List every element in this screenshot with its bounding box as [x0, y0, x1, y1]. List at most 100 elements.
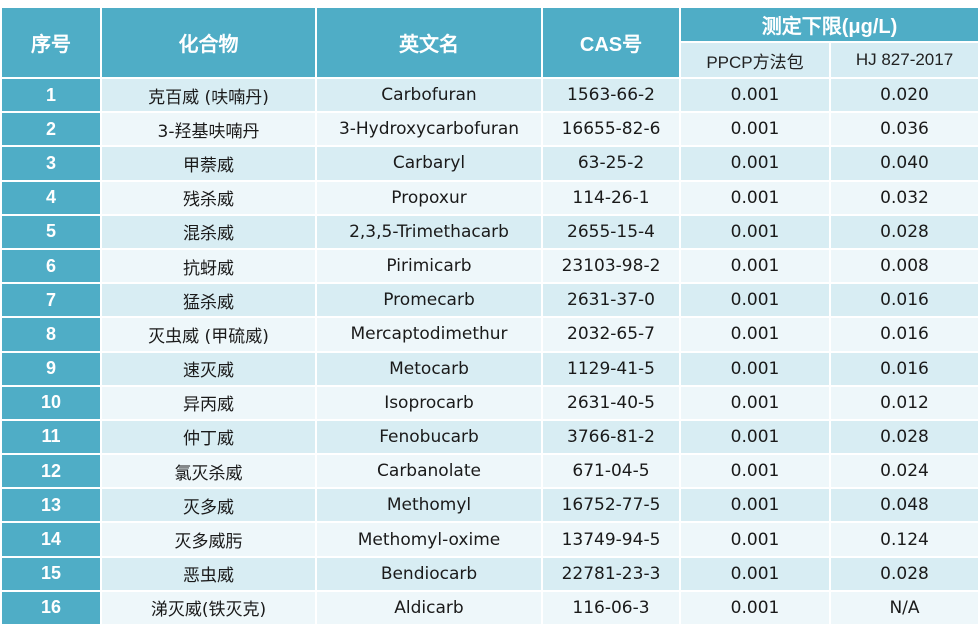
- row-number: 15: [2, 557, 100, 590]
- row-number: 12: [2, 455, 100, 488]
- row-number: 5: [2, 215, 100, 248]
- header-limit-group: 测定下限(μg/L): [681, 8, 978, 41]
- table-row: 8 灭虫威 (甲硫威) Mercaptodimethur 2032-65-7 0.001…: [2, 318, 978, 351]
- compound-cn: 仲丁威: [102, 420, 315, 454]
- table-row: 1 克百威 (呋喃丹) Carbofuran 1563-66-2 0.001 0.020: [2, 79, 978, 112]
- table-row: 11 仲丁威 Fenobucarb 3766-81-2 0.001 0.028: [2, 420, 978, 454]
- compound-cn: 氯灭杀威: [102, 455, 315, 488]
- row-number: 11: [2, 420, 100, 454]
- compound-en: Isoprocarb: [317, 386, 541, 419]
- row-number: 13: [2, 489, 100, 522]
- compound-cn: 抗蚜威: [102, 249, 315, 283]
- table-header: 序号 化合物 英文名 CAS号 测定下限(μg/L) PPCP方法包 HJ 82…: [2, 8, 978, 77]
- ppcp-limit: 0.001: [681, 455, 829, 488]
- compound-en: Aldicarb: [317, 591, 541, 624]
- cas-number: 2631-37-0: [543, 284, 679, 317]
- table-row: 16 涕灭威(铁灭克) Aldicarb 116-06-3 0.001 N/A: [2, 591, 978, 624]
- compound-cn: 甲萘威: [102, 147, 315, 180]
- row-number: 1: [2, 79, 100, 112]
- hj-limit: 0.040: [831, 147, 978, 180]
- cas-number: 1563-66-2: [543, 79, 679, 112]
- row-number: 7: [2, 284, 100, 317]
- hj-limit: 0.028: [831, 420, 978, 454]
- compound-cn: 残杀威: [102, 181, 315, 214]
- compound-en: Carbofuran: [317, 79, 541, 112]
- compound-cn: 灭多威肟: [102, 523, 315, 556]
- row-number: 10: [2, 386, 100, 419]
- cas-number: 2631-40-5: [543, 386, 679, 419]
- table-row: 9 速灭威 Metocarb 1129-41-5 0.001 0.016: [2, 352, 978, 385]
- compound-en: 2,3,5-Trimethacarb: [317, 215, 541, 248]
- cas-number: 2032-65-7: [543, 318, 679, 351]
- ppcp-limit: 0.001: [681, 79, 829, 112]
- ppcp-limit: 0.001: [681, 215, 829, 248]
- cas-number: 13749-94-5: [543, 523, 679, 556]
- row-number: 16: [2, 591, 100, 624]
- compound-en: Promecarb: [317, 284, 541, 317]
- compound-en: Propoxur: [317, 181, 541, 214]
- compound-en: Mercaptodimethur: [317, 318, 541, 351]
- hj-limit: 0.028: [831, 557, 978, 590]
- row-number: 6: [2, 249, 100, 283]
- hj-limit: 0.016: [831, 352, 978, 385]
- compound-cn: 3-羟基呋喃丹: [102, 113, 315, 146]
- table-row: 7 猛杀威 Promecarb 2631-37-0 0.001 0.016: [2, 284, 978, 317]
- cas-number: 114-26-1: [543, 181, 679, 214]
- cas-number: 116-06-3: [543, 591, 679, 624]
- table-row: 3 甲萘威 Carbaryl 63-25-2 0.001 0.040: [2, 147, 978, 180]
- ppcp-limit: 0.001: [681, 249, 829, 283]
- header-hj: HJ 827-2017: [831, 43, 978, 77]
- compound-cn: 灭虫威 (甲硫威): [102, 318, 315, 351]
- ppcp-limit: 0.001: [681, 523, 829, 556]
- cas-number: 63-25-2: [543, 147, 679, 180]
- hj-limit: 0.028: [831, 215, 978, 248]
- hj-limit: 0.124: [831, 523, 978, 556]
- compound-cn: 异丙威: [102, 386, 315, 419]
- cas-number: 2655-15-4: [543, 215, 679, 248]
- table-row: 10 异丙威 Isoprocarb 2631-40-5 0.001 0.012: [2, 386, 978, 419]
- compound-en: Fenobucarb: [317, 420, 541, 454]
- ppcp-limit: 0.001: [681, 420, 829, 454]
- header-compound: 化合物: [102, 8, 315, 77]
- table-row: 2 3-羟基呋喃丹 3-Hydroxycarbofuran 16655-82-6 0.0…: [2, 113, 978, 146]
- row-number: 3: [2, 147, 100, 180]
- row-number: 2: [2, 113, 100, 146]
- ppcp-limit: 0.001: [681, 386, 829, 419]
- header-cas: CAS号: [543, 8, 679, 77]
- compound-en: Metocarb: [317, 352, 541, 385]
- compound-cn: 猛杀威: [102, 284, 315, 317]
- ppcp-limit: 0.001: [681, 181, 829, 214]
- compound-cn: 灭多威: [102, 489, 315, 522]
- table-row: 4 残杀威 Propoxur 114-26-1 0.001 0.032: [2, 181, 978, 214]
- cas-number: 3766-81-2: [543, 420, 679, 454]
- header-seq: 序号: [2, 8, 100, 77]
- cas-number: 23103-98-2: [543, 249, 679, 283]
- ppcp-limit: 0.001: [681, 147, 829, 180]
- hj-limit: 0.036: [831, 113, 978, 146]
- cas-number: 1129-41-5: [543, 352, 679, 385]
- compound-en: Methomyl: [317, 489, 541, 522]
- ppcp-limit: 0.001: [681, 113, 829, 146]
- compound-en: Pirimicarb: [317, 249, 541, 283]
- cas-number: 22781-23-3: [543, 557, 679, 590]
- compound-cn: 混杀威: [102, 215, 315, 248]
- compound-cn: 恶虫威: [102, 557, 315, 590]
- hj-limit: 0.024: [831, 455, 978, 488]
- hj-limit: 0.032: [831, 181, 978, 214]
- ppcp-limit: 0.001: [681, 591, 829, 624]
- table-row: 15 恶虫威 Bendiocarb 22781-23-3 0.001 0.028: [2, 557, 978, 590]
- ppcp-limit: 0.001: [681, 557, 829, 590]
- table-body: 1 克百威 (呋喃丹) Carbofuran 1563-66-2 0.001 0.020 …: [2, 79, 978, 624]
- hj-limit: N/A: [831, 591, 978, 624]
- header-english-name: 英文名: [317, 8, 541, 77]
- hj-limit: 0.048: [831, 489, 978, 522]
- compound-en: Methomyl-oxime: [317, 523, 541, 556]
- ppcp-limit: 0.001: [681, 352, 829, 385]
- hj-limit: 0.016: [831, 284, 978, 317]
- table-row: 12 氯灭杀威 Carbanolate 671-04-5 0.001 0.024: [2, 455, 978, 488]
- table-row: 6 抗蚜威 Pirimicarb 23103-98-2 0.001 0.008: [2, 249, 978, 283]
- compound-en: Bendiocarb: [317, 557, 541, 590]
- compound-cn: 速灭威: [102, 352, 315, 385]
- table-row: 14 灭多威肟 Methomyl-oxime 13749-94-5 0.001 0.124: [2, 523, 978, 556]
